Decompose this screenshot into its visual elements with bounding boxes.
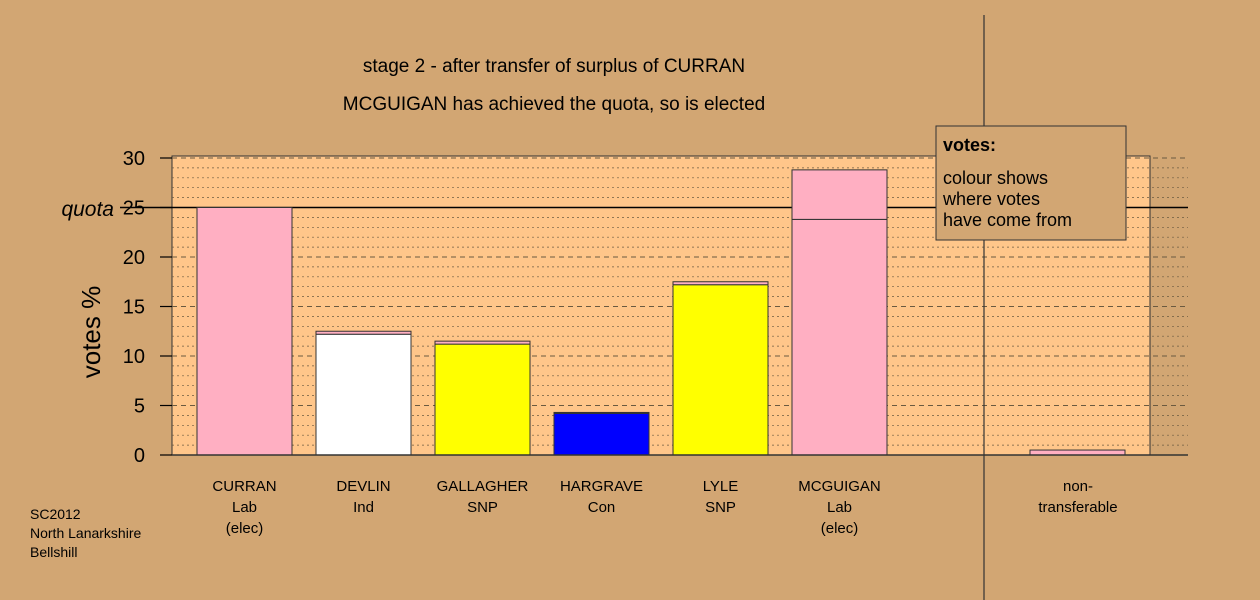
y-tick-label: 10	[123, 346, 145, 368]
bar-segment-devlin	[315, 330, 412, 335]
y-axis: 0 5 10 15 20 25 30	[123, 148, 172, 467]
y-tick-label: 0	[134, 445, 145, 467]
bar-segment-lyle	[672, 284, 769, 456]
bar-segment-mcguigan	[791, 218, 888, 456]
legend-line-1: colour shows	[943, 168, 1048, 188]
quota-label: quota	[61, 198, 114, 221]
x-label-party: Ind	[353, 499, 374, 516]
x-label-note: (elec)	[821, 520, 859, 537]
x-label-name: CURRAN	[212, 478, 276, 495]
legend-line-3: have come from	[943, 210, 1072, 230]
bar-segment-hargrave	[553, 412, 650, 456]
y-tick-label: 20	[123, 247, 145, 269]
y-tick-label: 30	[123, 148, 145, 170]
chart-title: stage 2 - after transfer of surplus of C…	[363, 56, 745, 77]
bar-segment-gallagher	[434, 343, 531, 456]
x-label-nontransferable-2: transferable	[1038, 499, 1117, 516]
chart-subtitle: MCGUIGAN has achieved the quota, so is e…	[343, 94, 765, 115]
x-label-nontransferable-1: non-	[1063, 478, 1093, 495]
bar-segment-hargrave	[553, 411, 650, 414]
x-label-note: (elec)	[226, 520, 264, 537]
bars	[196, 169, 1126, 456]
x-label-name: LYLE	[703, 478, 739, 495]
x-label-party: SNP	[467, 499, 498, 516]
x-label-name: MCGUIGAN	[798, 478, 881, 495]
bar-segment-curran	[196, 207, 293, 456]
bar-segment-lyle	[672, 281, 769, 286]
x-label-party: Lab	[232, 499, 257, 516]
bar-segment-devlin	[315, 333, 412, 456]
x-label-name: HARGRAVE	[560, 478, 643, 495]
bar-segment-mcguigan	[791, 169, 888, 220]
bar-segment-gallagher	[434, 340, 531, 345]
x-label-party: SNP	[705, 499, 736, 516]
footer-line-3: Bellshill	[30, 544, 78, 560]
x-label-name: GALLAGHER	[437, 478, 529, 495]
legend: votes: colour shows where votes have com…	[935, 125, 1127, 241]
x-label-party: Con	[588, 499, 616, 516]
footer-info: SC2012 North Lanarkshire Bellshill	[30, 505, 141, 562]
y-axis-label: votes %	[76, 286, 106, 379]
y-tick-label: 25	[123, 198, 145, 220]
legend-line-2: where votes	[942, 189, 1040, 209]
legend-box	[935, 125, 1127, 241]
x-label-name: DEVLIN	[336, 478, 390, 495]
x-label-party: Lab	[827, 499, 852, 516]
y-tick-label: 5	[134, 396, 145, 418]
legend-title: votes:	[943, 135, 996, 155]
y-tick-label: 15	[123, 297, 145, 319]
footer-line-2: North Lanarkshire	[30, 525, 142, 541]
x-axis-labels: CURRAN Lab (elec) DEVLIN Ind GALLAGHER SNP HARG…	[212, 478, 1117, 537]
footer-line-1: SC2012	[30, 506, 81, 522]
